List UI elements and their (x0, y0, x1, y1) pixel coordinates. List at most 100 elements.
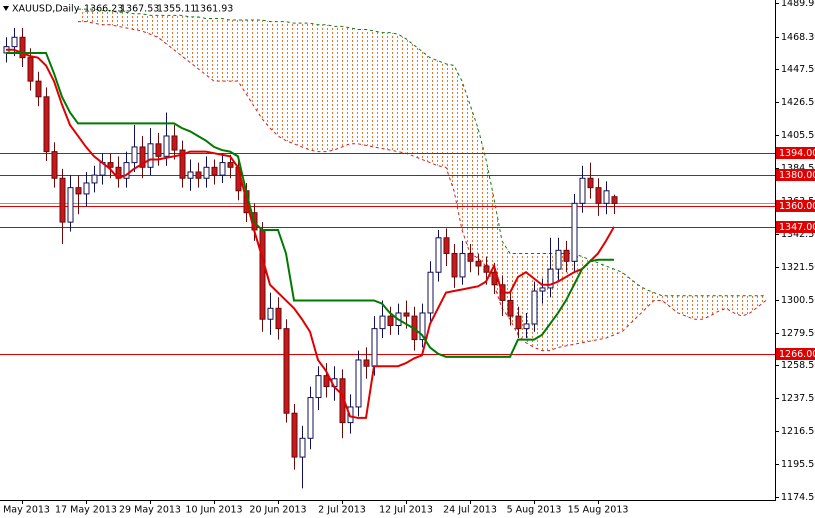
candle-body (27, 57, 34, 82)
candle-body (587, 177, 594, 189)
candle-body (171, 135, 178, 151)
candle-body (123, 162, 130, 179)
candle-body (195, 171, 202, 179)
cloud (78, 9, 766, 351)
y-tick-label: 1237.50 (781, 393, 815, 404)
candle-body (219, 162, 226, 176)
candle-body (579, 177, 586, 204)
candle-body (563, 249, 570, 262)
candle-body (363, 359, 370, 367)
menu-arrow[interactable] (3, 6, 9, 11)
level-label-box (776, 147, 815, 159)
level-label: 1394.00 (779, 148, 815, 159)
candle-body (179, 149, 186, 179)
level-label: 1266.00 (779, 349, 815, 360)
candle-body (187, 171, 194, 179)
candle-body (467, 252, 474, 262)
candle-body (43, 96, 50, 153)
candle-body (555, 249, 562, 270)
candle-body (315, 375, 322, 399)
candle-body (163, 135, 170, 157)
candle-body (603, 190, 610, 204)
y-tick-label: 1258.50 (781, 360, 815, 371)
level-label-box (776, 200, 815, 212)
y-tick-label: 1447.50 (781, 64, 815, 75)
x-tick-label: 20 Jun 2013 (249, 505, 306, 516)
ohlc-low: 1355.11 (157, 4, 196, 15)
candle-body (147, 143, 154, 168)
x-tick-label: 15 Aug 2013 (568, 505, 629, 516)
level-label-box (776, 348, 815, 360)
y-tick-label: 1195.50 (781, 459, 815, 470)
candle-body (259, 229, 266, 320)
y-tick-label: 1426.50 (781, 97, 815, 108)
candle-body (475, 260, 482, 267)
span-a-line (78, 21, 767, 352)
candle-body (443, 237, 450, 254)
ohlc-open: 1366.23 (84, 4, 123, 15)
x-tick-label: 24 Jul 2013 (443, 505, 497, 516)
level-label: 1380.00 (779, 170, 815, 181)
span-b-line (78, 8, 766, 297)
ohlc-close: 1361.93 (194, 4, 233, 15)
candle-body (531, 290, 538, 325)
candle-body (523, 323, 530, 330)
candle-body (307, 397, 314, 439)
candle-body (451, 252, 458, 278)
candle-body (107, 162, 114, 168)
candle-body (51, 151, 58, 179)
candle-body (67, 187, 74, 223)
candle-body (267, 307, 274, 320)
symbol-title: XAUUSD,Daily (12, 4, 80, 15)
candle-body (371, 328, 378, 367)
candle-body (139, 146, 146, 168)
candle-body (299, 437, 306, 458)
level-label: 1360.00 (779, 201, 815, 212)
y-tick-label: 1405.50 (781, 130, 815, 141)
y-tick-label: 1216.50 (781, 426, 815, 437)
x-tick-label: 7 May 2013 (0, 505, 50, 516)
candle-body (35, 80, 42, 98)
candle-body (483, 265, 490, 273)
candle-body (155, 143, 162, 157)
candle-body (435, 237, 442, 273)
candle-body (515, 315, 522, 330)
y-tick-label: 1384.50 (781, 163, 815, 174)
y-tick-label: 1174.50 (781, 492, 815, 503)
candle-body (403, 312, 410, 317)
candle-body (611, 196, 618, 204)
header: XAUUSD,Daily 1366.23 1367.53 1355.11 136… (3, 4, 233, 15)
y-tick-label: 1468.30 (781, 32, 815, 43)
candle-body (75, 187, 82, 195)
candle-body (275, 307, 282, 330)
y-tick-label: 1279.50 (781, 328, 815, 339)
candle-body (507, 299, 514, 317)
y-tick-label: 1321.50 (781, 262, 815, 273)
candle-body (283, 328, 290, 414)
candle-body (427, 271, 434, 314)
level-label: 1347.00 (779, 222, 815, 233)
candle-body (323, 375, 330, 388)
y-tick-label: 1489.90 (781, 0, 815, 9)
candle-body (571, 202, 578, 262)
x-tick-label: 29 May 2013 (119, 505, 181, 516)
y-tick-label: 1342.50 (781, 229, 815, 240)
candle-body (595, 187, 602, 204)
level-label-box (776, 169, 815, 181)
x-tick-label: 2 Jul 2013 (318, 505, 366, 516)
candle-body (203, 166, 210, 179)
indicator-line (6, 48, 615, 419)
candle-body (459, 252, 466, 278)
x-tick-label: 10 Jun 2013 (185, 505, 242, 516)
candle-body (547, 268, 554, 289)
indicator-line (6, 51, 614, 358)
candle-body (91, 174, 98, 184)
x-tick-label: 12 Jul 2013 (379, 505, 433, 516)
candle-body (211, 166, 218, 176)
candle-body (291, 412, 298, 458)
ohlc-high: 1367.53 (120, 4, 159, 15)
candle-body (83, 182, 90, 195)
